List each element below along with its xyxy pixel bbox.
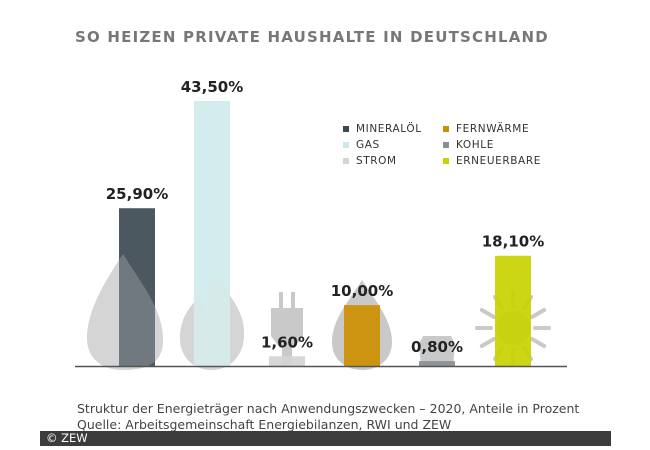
plug-icon bbox=[271, 292, 303, 366]
legend-swatch bbox=[443, 142, 449, 148]
legend-swatch bbox=[443, 126, 449, 132]
value-label: 10,00% bbox=[331, 282, 393, 300]
legend-swatch bbox=[343, 126, 349, 132]
bar-gas bbox=[194, 101, 230, 366]
value-label: 25,90% bbox=[106, 185, 168, 203]
legend-swatch bbox=[443, 158, 449, 164]
legend-label: MINERALÖL bbox=[356, 122, 422, 135]
legend-label: KOHLE bbox=[456, 139, 494, 151]
bar-mineralöl bbox=[119, 208, 155, 366]
bar-erneuerbare bbox=[495, 255, 531, 366]
chart-title: SO HEIZEN PRIVATE HAUSHALTE IN DEUTSCHLA… bbox=[75, 28, 549, 46]
chart-source: Quelle: Arbeitsgemeinschaft Energiebilan… bbox=[77, 417, 452, 432]
value-label: 1,60% bbox=[261, 333, 313, 351]
bar-kohle bbox=[419, 361, 455, 366]
footer-bar: © ZEW bbox=[40, 431, 611, 446]
legend-label: GAS bbox=[356, 139, 380, 151]
chart-caption: Struktur der Energieträger nach Anwendun… bbox=[77, 401, 580, 416]
value-label: 0,80% bbox=[411, 338, 463, 356]
bar-fernwärme bbox=[344, 305, 380, 366]
bar-icon-overlay bbox=[87, 254, 163, 370]
value-label: 18,10% bbox=[482, 233, 544, 251]
coal-icon bbox=[419, 336, 455, 366]
bar-icon-overlay bbox=[180, 274, 245, 370]
copyright-label: © ZEW bbox=[46, 431, 88, 445]
legend-swatch bbox=[343, 142, 349, 148]
value-label: 43,50% bbox=[181, 78, 243, 96]
legend-label: STROM bbox=[356, 155, 397, 167]
legend-swatch bbox=[343, 158, 349, 164]
legend-label: FERNWÄRME bbox=[456, 122, 529, 135]
bar-chart: 25,90% 43,50% 1,60% 10,00% 0,80% 18,10% MINERA… bbox=[75, 78, 567, 370]
legend-label: ERNEUERBARE bbox=[456, 155, 541, 167]
bar-strom bbox=[269, 356, 305, 366]
